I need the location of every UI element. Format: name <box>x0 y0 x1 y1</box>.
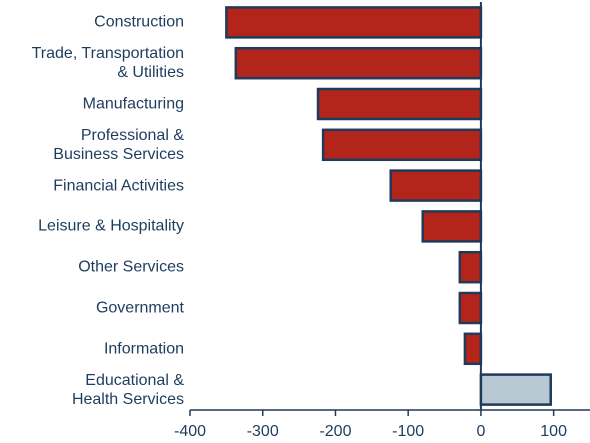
category-label: Financial Activities <box>53 177 184 195</box>
x-tick-label: 0 <box>476 423 485 440</box>
x-tick-label: -200 <box>319 423 351 440</box>
category-label: Other Services <box>78 258 184 276</box>
x-tick-label: -300 <box>247 423 279 440</box>
category-label: Educational & Health Services <box>71 371 184 408</box>
x-tick-label: -100 <box>392 423 424 440</box>
bar <box>389 169 483 202</box>
x-tick-label: 100 <box>540 423 567 440</box>
bar <box>458 291 483 325</box>
category-label: Information <box>103 340 184 358</box>
category-label: Leisure & Hospitality <box>38 217 184 235</box>
bar <box>458 250 483 284</box>
category-label: Construction <box>94 13 184 31</box>
category-label: Professional & Business Services <box>53 126 184 163</box>
category-label: Trade, Transportation & Utilities <box>31 45 184 82</box>
x-tick-label: -400 <box>174 423 206 440</box>
bar <box>225 6 483 39</box>
category-label: Government <box>95 299 184 317</box>
bar <box>421 210 483 243</box>
bar <box>234 46 483 80</box>
bar <box>321 128 483 162</box>
bar <box>479 373 552 406</box>
bar <box>463 332 483 366</box>
category-label: Manufacturing <box>82 95 184 113</box>
bar <box>316 87 483 121</box>
